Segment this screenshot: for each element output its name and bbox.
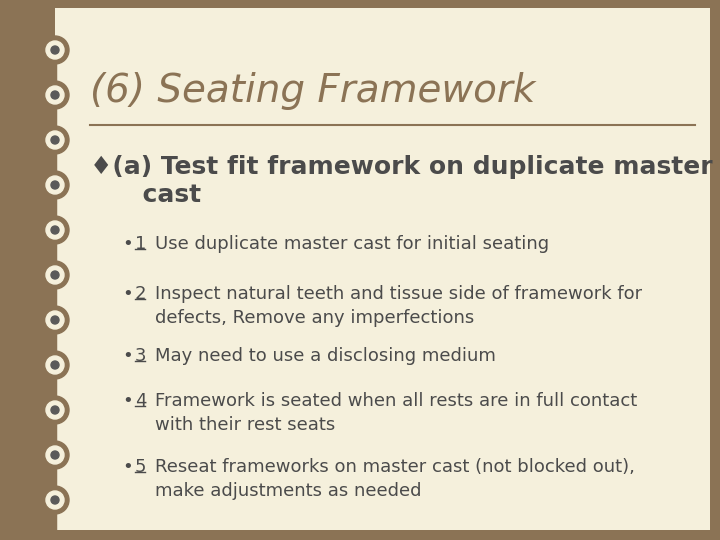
Circle shape — [46, 131, 64, 149]
Text: •: • — [122, 392, 132, 410]
Circle shape — [51, 46, 59, 54]
Text: May need to use a disclosing medium: May need to use a disclosing medium — [155, 347, 496, 365]
Text: ♦(a) Test fit framework on duplicate master
      cast: ♦(a) Test fit framework on duplicate mas… — [90, 155, 713, 207]
Text: •: • — [122, 285, 132, 303]
Text: 2: 2 — [135, 285, 146, 303]
Circle shape — [41, 486, 69, 514]
Circle shape — [41, 36, 69, 64]
Circle shape — [41, 441, 69, 469]
Text: Use duplicate master cast for initial seating: Use duplicate master cast for initial se… — [155, 235, 549, 253]
Circle shape — [46, 311, 64, 329]
Text: Inspect natural teeth and tissue side of framework for
defects, Remove any imper: Inspect natural teeth and tissue side of… — [155, 285, 642, 327]
Circle shape — [51, 451, 59, 459]
Circle shape — [51, 316, 59, 324]
Circle shape — [41, 216, 69, 244]
Circle shape — [46, 356, 64, 374]
Circle shape — [51, 361, 59, 369]
Circle shape — [51, 181, 59, 189]
Circle shape — [41, 126, 69, 154]
Circle shape — [51, 406, 59, 414]
Circle shape — [41, 351, 69, 379]
Text: 4: 4 — [135, 392, 146, 410]
Text: •: • — [122, 347, 132, 365]
Text: Framework is seated when all rests are in full contact
with their rest seats: Framework is seated when all rests are i… — [155, 392, 637, 434]
Circle shape — [46, 266, 64, 284]
Text: 3: 3 — [135, 347, 146, 365]
Circle shape — [41, 396, 69, 424]
Circle shape — [51, 136, 59, 144]
Text: Reseat frameworks on master cast (not blocked out),
make adjustments as needed: Reseat frameworks on master cast (not bl… — [155, 458, 635, 500]
Circle shape — [51, 91, 59, 99]
Text: (6) Seating Framework: (6) Seating Framework — [90, 72, 536, 110]
Circle shape — [51, 496, 59, 504]
Circle shape — [41, 261, 69, 289]
Circle shape — [51, 271, 59, 279]
Text: 5: 5 — [135, 458, 146, 476]
Circle shape — [46, 401, 64, 419]
Circle shape — [46, 86, 64, 104]
Circle shape — [46, 221, 64, 239]
Circle shape — [51, 226, 59, 234]
Circle shape — [41, 81, 69, 109]
Circle shape — [41, 306, 69, 334]
Text: •: • — [122, 235, 132, 253]
Circle shape — [46, 491, 64, 509]
Circle shape — [46, 176, 64, 194]
Circle shape — [46, 446, 64, 464]
Circle shape — [46, 41, 64, 59]
Text: •: • — [122, 458, 132, 476]
Text: 1: 1 — [135, 235, 146, 253]
Circle shape — [41, 171, 69, 199]
FancyBboxPatch shape — [55, 8, 710, 530]
